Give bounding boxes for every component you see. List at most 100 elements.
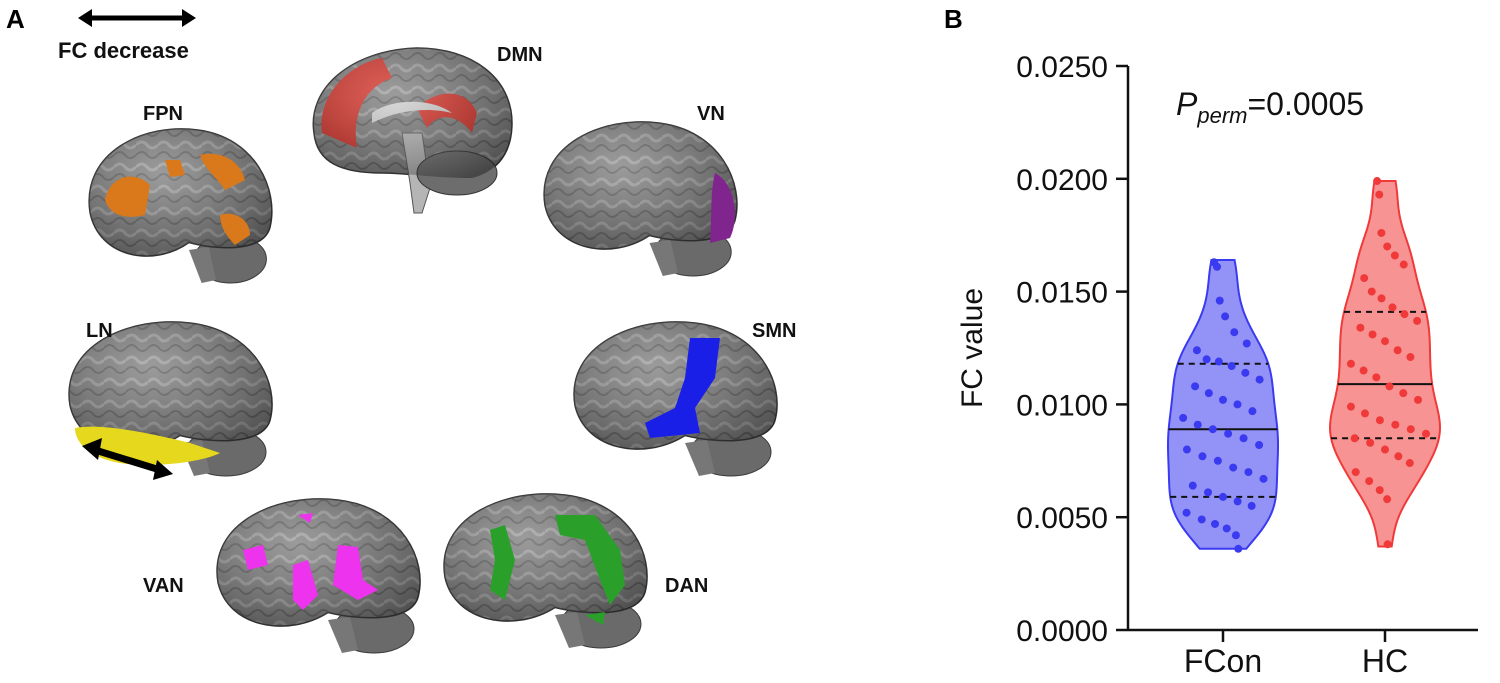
p-value-rest: =0.0005 [1247, 86, 1364, 122]
data-point [1406, 425, 1415, 434]
data-point [1372, 373, 1381, 382]
network-label-dmn: DMN [497, 44, 543, 66]
data-point [1365, 477, 1374, 486]
data-point [1213, 456, 1222, 465]
p-value-annotation: Pperm=0.0005 [1176, 86, 1364, 128]
y-tick-label: 0.0100 [1016, 389, 1108, 422]
data-point [1375, 486, 1384, 495]
data-point [1198, 452, 1207, 461]
data-point [1255, 375, 1264, 384]
panel-a-label: A [6, 4, 25, 34]
brain-dan [443, 493, 648, 649]
data-point [1375, 190, 1384, 199]
data-point [1182, 445, 1191, 454]
brain-dmn [312, 47, 513, 214]
data-point [1351, 468, 1360, 477]
network-label-ln: LN [86, 320, 113, 342]
data-point [1399, 389, 1408, 398]
y-tick-label: 0.0250 [1016, 51, 1108, 84]
violin-hc [1328, 177, 1442, 549]
data-point [1346, 402, 1355, 411]
network-label-van: VAN [143, 575, 184, 597]
data-point [1383, 242, 1392, 251]
brain-smn [573, 321, 778, 477]
data-point [1233, 400, 1242, 409]
data-point [1346, 359, 1355, 368]
data-point [1405, 459, 1414, 468]
data-point [1208, 425, 1217, 434]
data-point [1231, 531, 1240, 540]
p-value-sub: perm [1196, 103, 1247, 128]
data-point [1350, 434, 1359, 443]
data-point [1233, 497, 1242, 506]
data-point [1413, 316, 1422, 325]
x-tick-label: FCon [1184, 643, 1262, 679]
data-point [1393, 346, 1402, 355]
data-point [1360, 274, 1369, 283]
data-point [1383, 540, 1392, 549]
data-point [1214, 357, 1223, 366]
data-point [1204, 488, 1213, 497]
data-point [1381, 337, 1389, 346]
data-point [1213, 262, 1222, 271]
network-label-fpn: FPN [143, 103, 183, 125]
data-point [1255, 441, 1264, 450]
data-point [1182, 508, 1191, 517]
data-point [1204, 389, 1213, 398]
data-point [1400, 310, 1409, 319]
y-tick-label: 0.0000 [1016, 615, 1108, 648]
data-point [1239, 434, 1248, 443]
data-point [1197, 515, 1206, 524]
data-point [1406, 353, 1415, 362]
data-point [1377, 228, 1386, 237]
data-point [1373, 177, 1382, 186]
data-point [1356, 323, 1365, 332]
data-point [1368, 330, 1377, 339]
data-point [1377, 294, 1386, 303]
data-point [1219, 492, 1227, 501]
legend-text: FC decrease [58, 38, 189, 63]
data-point [1202, 355, 1211, 364]
data-point [1248, 407, 1257, 416]
fc-violin-chart: FC value Pperm=0.0005 0.0000 0.0050 0.0100… [956, 51, 1478, 679]
network-label-smn: SMN [752, 320, 797, 342]
data-point [1259, 474, 1268, 483]
data-point [1399, 260, 1408, 269]
data-point [1179, 413, 1188, 422]
brain-vn [543, 121, 738, 277]
violin-body [1328, 180, 1442, 548]
data-point [1227, 362, 1236, 371]
data-point [1366, 438, 1375, 447]
data-point [1381, 445, 1389, 454]
y-tick-label: 0.0200 [1016, 164, 1108, 197]
network-label-vn: VN [697, 103, 725, 125]
panel-b-label: B [944, 4, 963, 34]
x-tick-label: HC [1362, 643, 1408, 679]
data-point [1244, 468, 1253, 477]
data-point [1394, 452, 1403, 461]
data-point [1414, 395, 1423, 404]
data-point [1222, 524, 1231, 533]
data-point [1241, 368, 1250, 377]
network-label-dan: DAN [665, 575, 709, 597]
data-point [1383, 495, 1392, 504]
data-point [1221, 312, 1230, 321]
data-point [1219, 395, 1227, 404]
data-point [1367, 287, 1376, 296]
data-point [1191, 382, 1200, 391]
data-point [1375, 416, 1384, 425]
violin-fcon [1166, 258, 1280, 553]
data-point [1359, 366, 1368, 375]
data-point [1421, 429, 1430, 438]
y-tick-label: 0.0150 [1016, 277, 1108, 310]
data-point [1360, 409, 1369, 418]
data-point [1193, 420, 1202, 429]
data-point [1385, 382, 1394, 391]
data-point [1192, 346, 1201, 355]
brain-van [216, 498, 421, 654]
data-point [1224, 429, 1233, 438]
data-point [1247, 501, 1256, 510]
y-axis-title: FC value [956, 288, 989, 408]
data-point [1215, 296, 1224, 305]
data-point [1242, 339, 1251, 348]
